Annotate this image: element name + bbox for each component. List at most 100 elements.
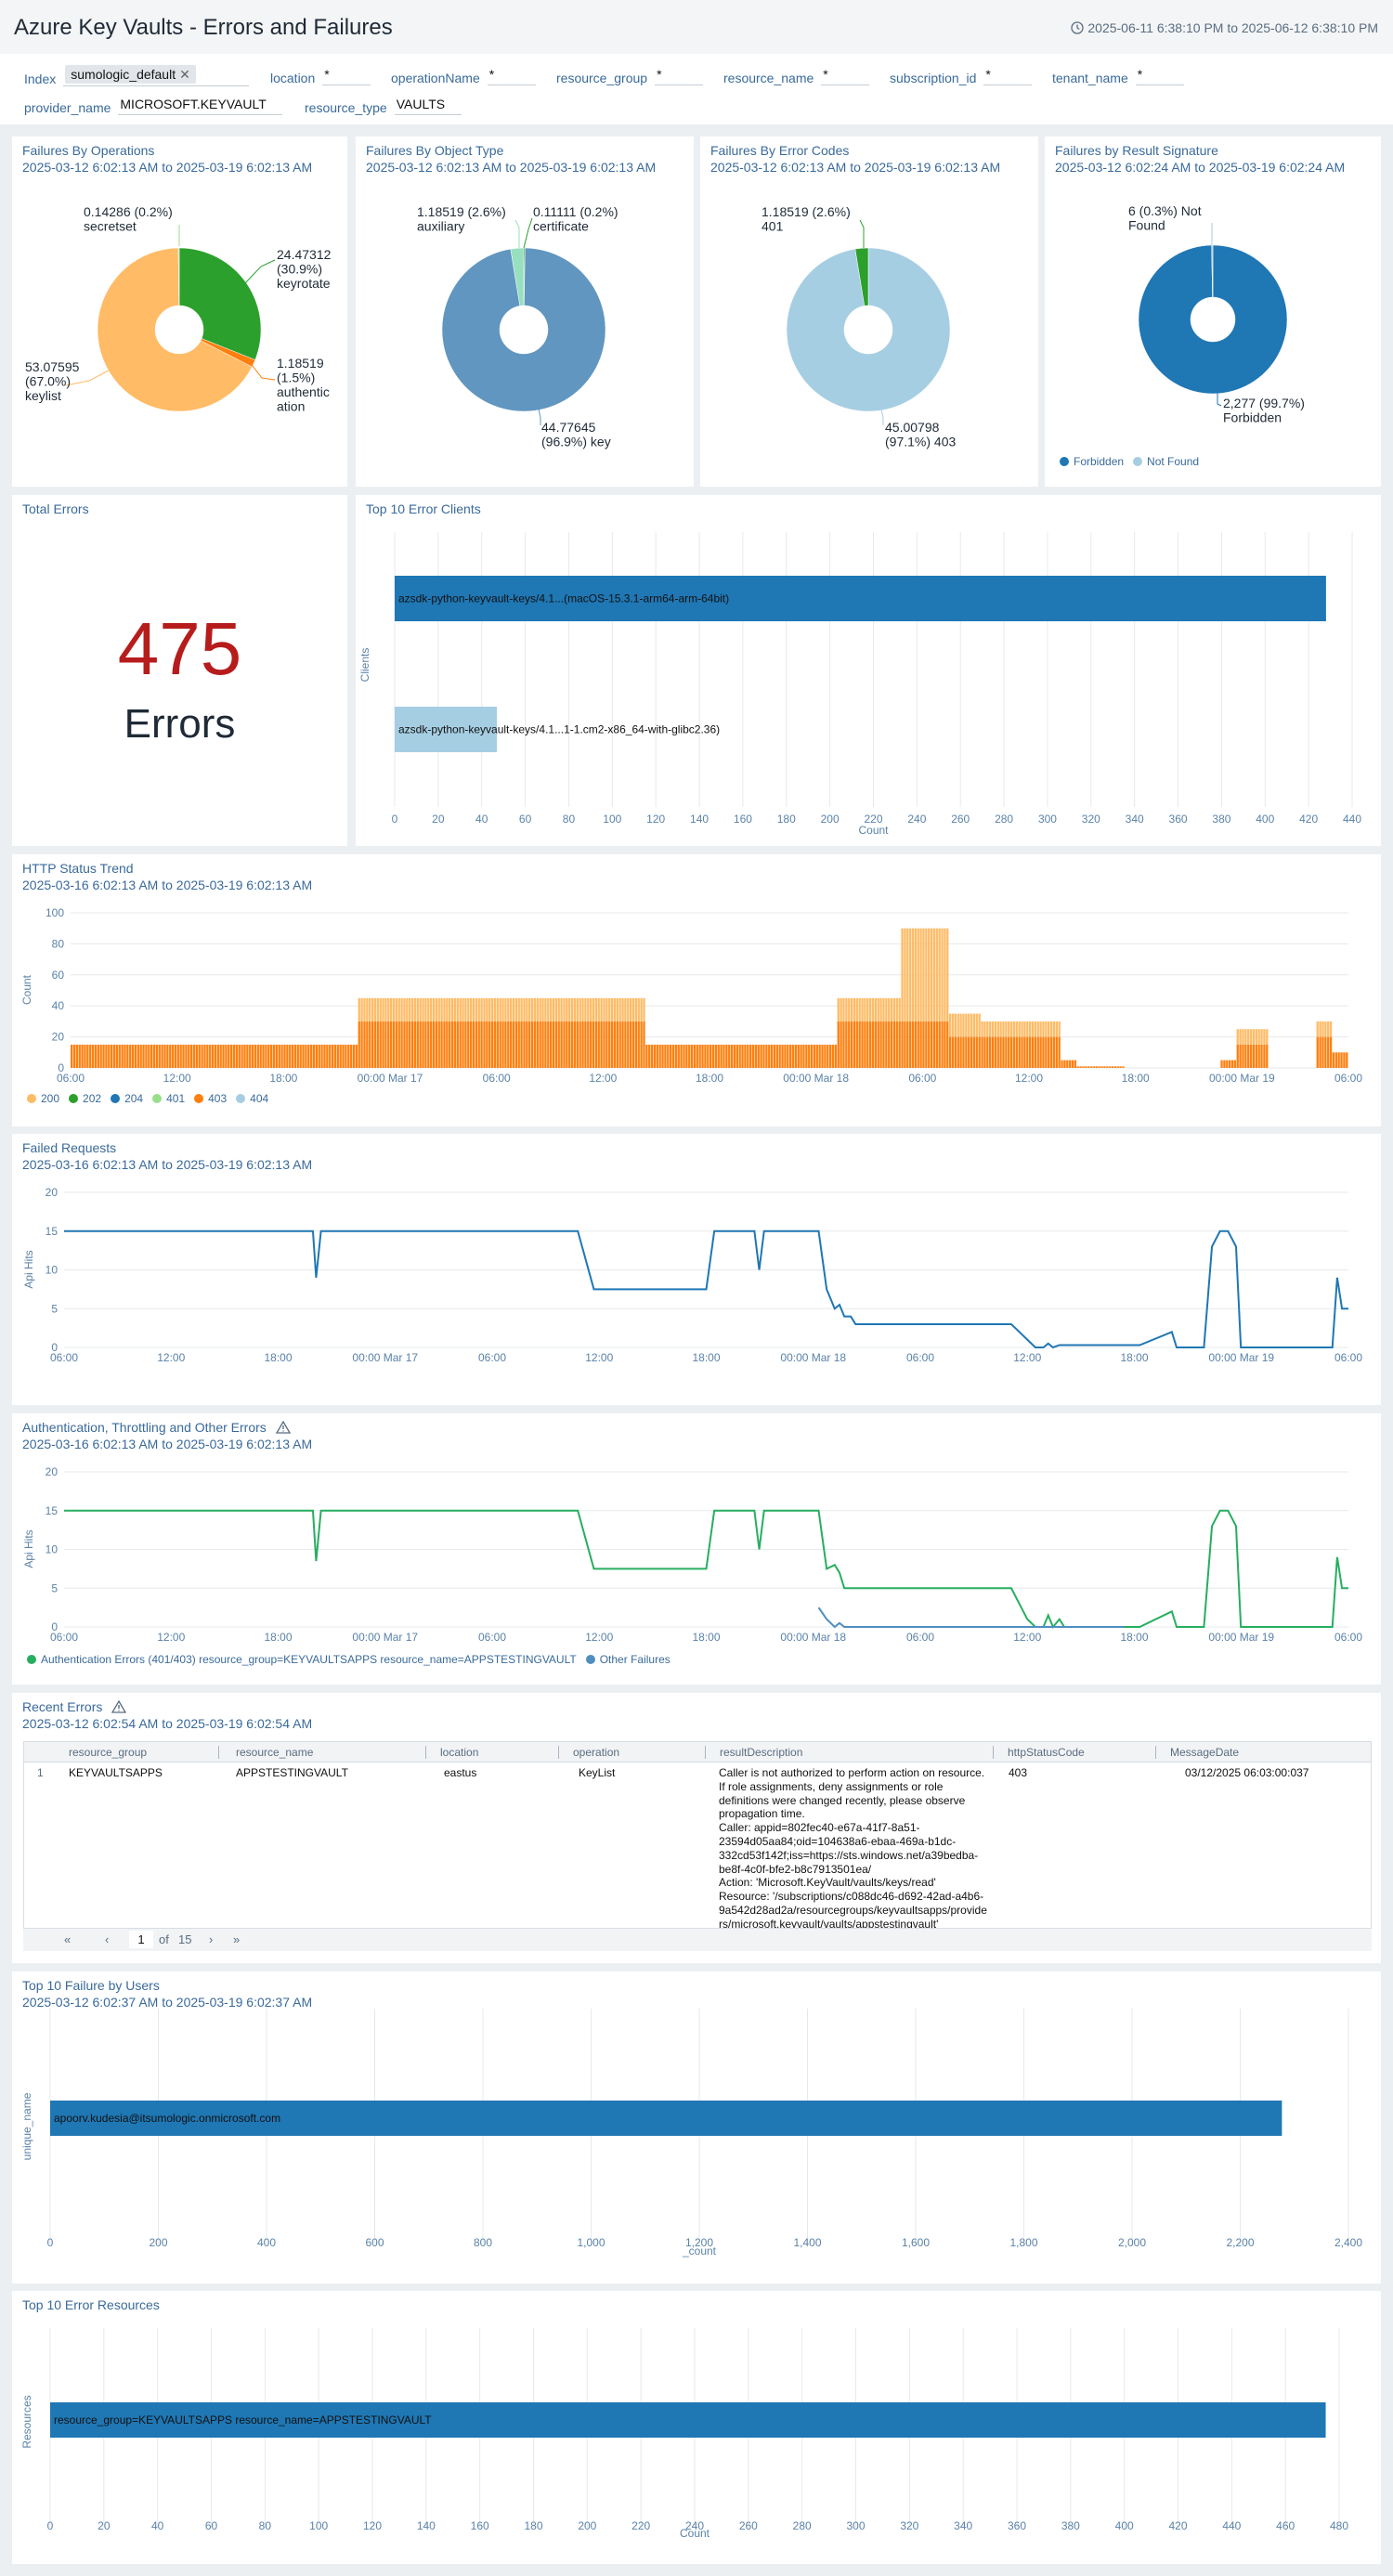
legend-item[interactable]: 202 xyxy=(69,1092,101,1105)
bar-403[interactable] xyxy=(605,1021,608,1068)
bar-403[interactable] xyxy=(105,1044,108,1068)
bar-403[interactable] xyxy=(339,1044,342,1068)
bar-200[interactable] xyxy=(450,997,454,1021)
bar-200[interactable] xyxy=(850,997,853,1021)
bar-403[interactable] xyxy=(198,1044,201,1068)
bar-200[interactable] xyxy=(879,997,882,1021)
pie-slice-forbidden[interactable] xyxy=(1138,244,1288,395)
bar-403[interactable] xyxy=(815,1044,818,1068)
bar-403[interactable] xyxy=(97,1044,99,1068)
bar-403[interactable] xyxy=(265,1044,267,1068)
bar-403[interactable] xyxy=(472,1021,475,1068)
bar-403[interactable] xyxy=(126,1044,129,1068)
bar-403[interactable] xyxy=(621,1021,624,1068)
bar-403[interactable] xyxy=(262,1044,265,1068)
bar-200[interactable] xyxy=(1012,1021,1016,1037)
bar-200[interactable] xyxy=(1316,1021,1319,1037)
bar-200[interactable] xyxy=(443,997,446,1021)
bar-200[interactable] xyxy=(1018,1021,1021,1037)
bar-403[interactable] xyxy=(350,1044,353,1068)
bar-403[interactable] xyxy=(733,1044,736,1068)
bar-403[interactable] xyxy=(1106,1066,1109,1068)
bar-403[interactable] xyxy=(768,1044,771,1068)
bar-200[interactable] xyxy=(395,997,398,1021)
bar-200[interactable] xyxy=(446,997,449,1021)
bar[interactable] xyxy=(50,2101,1282,2136)
pie-slice-keylist[interactable] xyxy=(97,247,253,412)
bar-403[interactable] xyxy=(864,1021,866,1068)
bar-403[interactable] xyxy=(608,1021,611,1068)
bar-403[interactable] xyxy=(129,1044,132,1068)
bar-403[interactable] xyxy=(176,1044,179,1068)
bar-200[interactable] xyxy=(369,997,371,1021)
bar-403[interactable] xyxy=(821,1044,824,1068)
bar-200[interactable] xyxy=(1058,1021,1061,1037)
bar-403[interactable] xyxy=(293,1044,297,1068)
bar-403[interactable] xyxy=(453,1021,457,1068)
bar-403[interactable] xyxy=(944,1021,946,1068)
bar-200[interactable] xyxy=(1036,1021,1039,1037)
bar-403[interactable] xyxy=(1327,1036,1330,1068)
column-header[interactable]: operation xyxy=(573,1746,620,1759)
bar-403[interactable] xyxy=(379,1021,382,1068)
bar-403[interactable] xyxy=(1063,1060,1066,1068)
bar-403[interactable] xyxy=(946,1021,949,1068)
bar-403[interactable] xyxy=(805,1044,808,1068)
bar-403[interactable] xyxy=(299,1044,302,1068)
bar-403[interactable] xyxy=(541,1021,544,1068)
bar-403[interactable] xyxy=(1049,1036,1053,1068)
bar-403[interactable] xyxy=(507,1021,510,1068)
bar-200[interactable] xyxy=(1008,1021,1010,1037)
bar-200[interactable] xyxy=(533,997,537,1021)
bar-403[interactable] xyxy=(1239,1044,1242,1068)
bar-403[interactable] xyxy=(150,1044,153,1068)
bar-200[interactable] xyxy=(406,997,409,1021)
bar-200[interactable] xyxy=(1329,1021,1333,1037)
bar-200[interactable] xyxy=(550,997,553,1021)
bar-403[interactable] xyxy=(1055,1036,1058,1068)
legend-item[interactable]: Authentication Errors (401/403) resource… xyxy=(27,1653,577,1666)
bar-200[interactable] xyxy=(866,997,869,1021)
bar-200[interactable] xyxy=(435,997,438,1021)
bar-403[interactable] xyxy=(345,1044,347,1068)
pie-slice-secretset[interactable] xyxy=(177,247,180,306)
bar-200[interactable] xyxy=(400,997,403,1021)
bar-200[interactable] xyxy=(864,997,866,1021)
bar-200[interactable] xyxy=(541,997,544,1021)
bar-403[interactable] xyxy=(1252,1044,1256,1068)
bar-200[interactable] xyxy=(483,997,486,1021)
bar-403[interactable] xyxy=(1226,1060,1229,1068)
bar-403[interactable] xyxy=(888,1021,891,1068)
bar-403[interactable] xyxy=(347,1044,350,1068)
index-chip[interactable]: sumologic_default ✕ xyxy=(65,65,196,84)
bar-403[interactable] xyxy=(432,1021,436,1068)
bar-403[interactable] xyxy=(139,1044,142,1068)
bar-200[interactable] xyxy=(592,997,595,1021)
bar-200[interactable] xyxy=(459,997,462,1021)
bar-200[interactable] xyxy=(449,997,451,1021)
bar-403[interactable] xyxy=(714,1044,718,1068)
bar-403[interactable] xyxy=(869,1021,872,1068)
filter-tenant-name[interactable]: tenant_name * xyxy=(1052,67,1184,85)
bar-403[interactable] xyxy=(643,1021,645,1068)
bar-403[interactable] xyxy=(590,1021,592,1068)
bar-403[interactable] xyxy=(1034,1036,1037,1068)
bar-200[interactable] xyxy=(616,997,618,1021)
bar-403[interactable] xyxy=(155,1044,159,1068)
bar-200[interactable] xyxy=(877,997,879,1021)
filter-resource-name[interactable]: resource_name * xyxy=(723,67,870,85)
column-header[interactable]: resource_name xyxy=(236,1746,314,1759)
bar-403[interactable] xyxy=(278,1044,280,1068)
bar-403[interactable] xyxy=(1223,1060,1226,1068)
bar-200[interactable] xyxy=(968,1013,970,1037)
bar-403[interactable] xyxy=(631,1021,635,1068)
bar-200[interactable] xyxy=(576,997,579,1021)
bar-200[interactable] xyxy=(874,997,878,1021)
bar-200[interactable] xyxy=(594,997,598,1021)
bar-403[interactable] xyxy=(206,1044,209,1068)
bar-403[interactable] xyxy=(533,1021,537,1068)
bar[interactable] xyxy=(395,576,1326,621)
bar-403[interactable] xyxy=(850,1021,853,1068)
bar-403[interactable] xyxy=(645,1044,648,1068)
bar-200[interactable] xyxy=(363,997,366,1021)
